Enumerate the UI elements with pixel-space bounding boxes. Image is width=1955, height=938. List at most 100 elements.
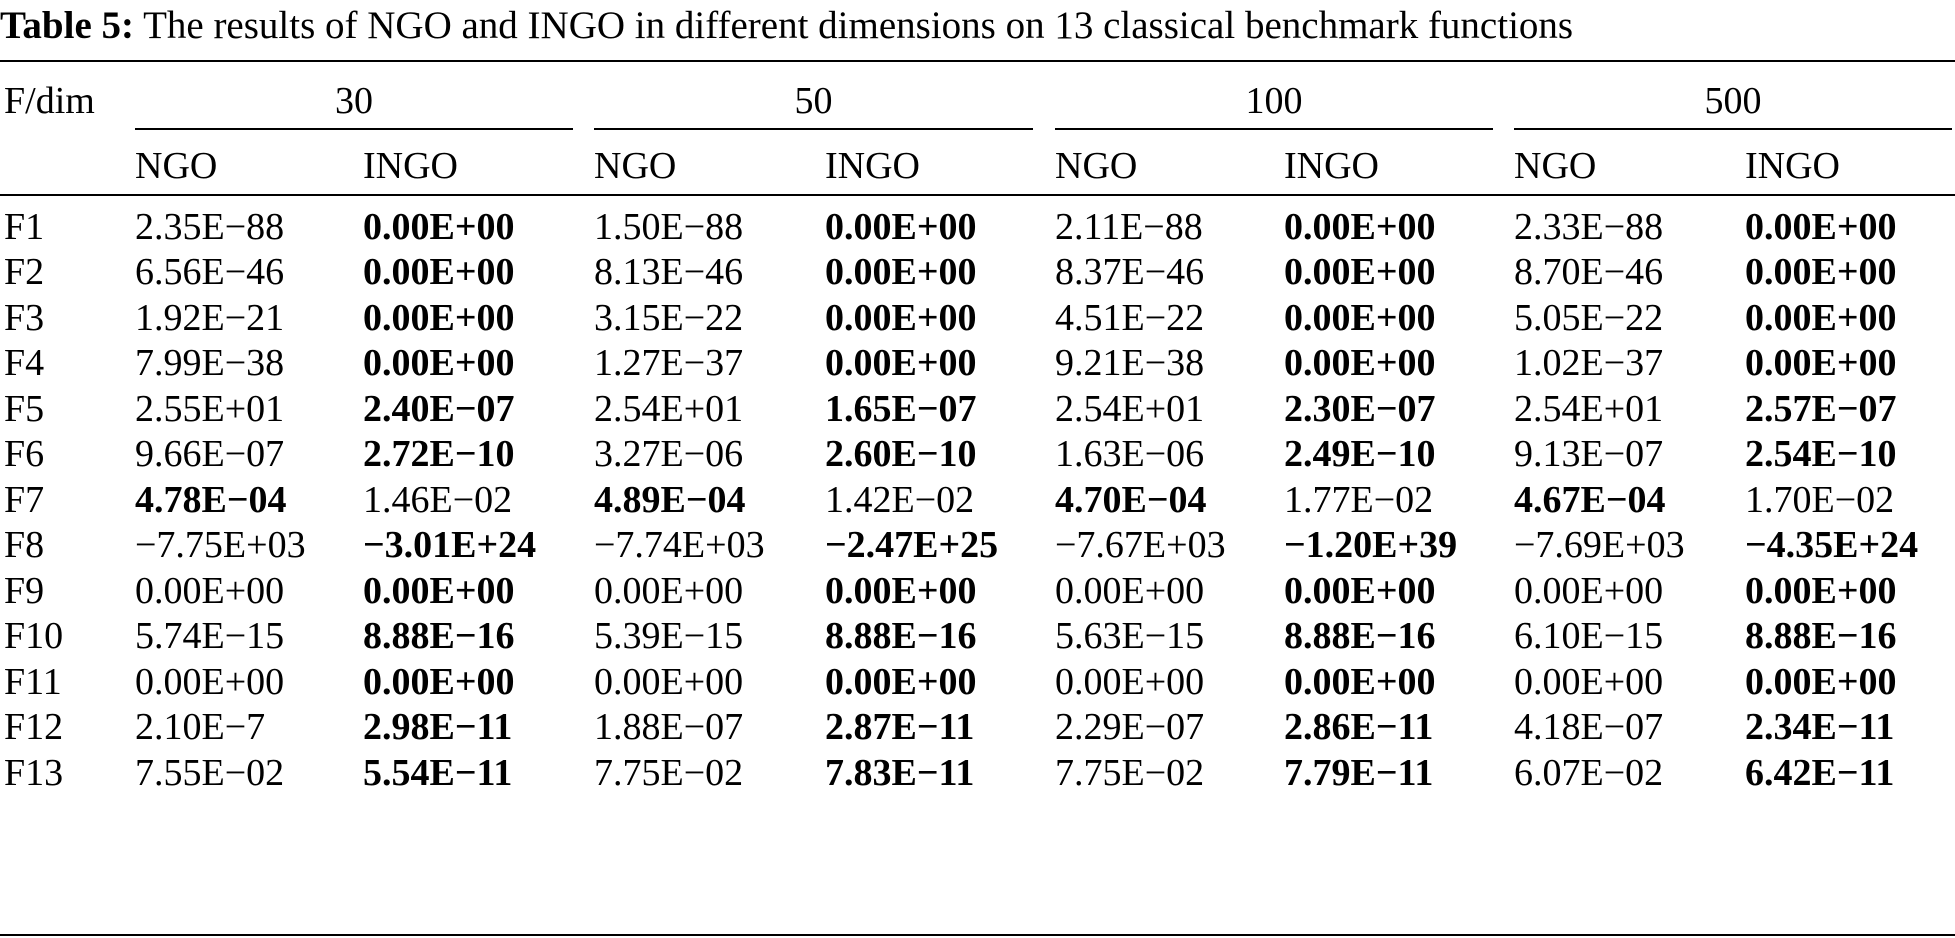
- table-cell: 2.72E−10: [363, 433, 515, 476]
- table-cell: 0.00E+00: [1745, 569, 1897, 612]
- dim-group-rule: [135, 128, 573, 130]
- table-cell: 8.70E−46: [1514, 251, 1664, 294]
- table-cell: −7.74E+03: [594, 524, 765, 567]
- table-cell: 9.21E−38: [1055, 342, 1205, 385]
- table-cell: 8.37E−46: [1055, 251, 1205, 294]
- table-cell: 1.88E−07: [594, 706, 744, 749]
- table-cell: 1.77E−02: [1284, 478, 1434, 521]
- dim-group-rule: [594, 128, 1033, 130]
- row-label: F5: [4, 387, 45, 430]
- table-cell: 0.00E+00: [1745, 205, 1897, 248]
- table-cell: −4.35E+24: [1745, 524, 1919, 567]
- table-cell: 2.54E+01: [1514, 387, 1664, 430]
- table-cell: 0.00E+00: [363, 660, 515, 703]
- table-cell: 8.13E−46: [594, 251, 744, 294]
- table-cell: −7.75E+03: [135, 524, 306, 567]
- table-cell: 1.27E−37: [594, 342, 744, 385]
- table-cell: 0.00E+00: [363, 342, 515, 385]
- row-label: F12: [4, 706, 64, 749]
- table-cell: 4.78E−04: [135, 478, 287, 521]
- dim-header-100: 100: [1245, 80, 1303, 122]
- table-cell: 2.60E−10: [825, 433, 977, 476]
- table-cell: 4.70E−04: [1055, 478, 1207, 521]
- table-cell: 2.11E−88: [1055, 205, 1203, 248]
- table-bottom-rule: [0, 934, 1955, 936]
- table-cell: 0.00E+00: [825, 342, 977, 385]
- table-cell: 3.27E−06: [594, 433, 744, 476]
- table-cell: 0.00E+00: [825, 569, 977, 612]
- table-cell: 2.35E−88: [135, 205, 285, 248]
- table-cell: 3.15E−22: [594, 296, 744, 339]
- table-cell: 6.42E−11: [1745, 751, 1895, 794]
- table-cell: 2.54E−10: [1745, 433, 1897, 476]
- table-cell: −2.47E+25: [825, 524, 999, 567]
- table-cell: 0.00E+00: [1055, 569, 1205, 612]
- table-cell: 6.10E−15: [1514, 615, 1664, 658]
- table-cell: 2.40E−07: [363, 387, 515, 430]
- table-cell: 1.63E−06: [1055, 433, 1205, 476]
- table-cell: 8.88E−16: [825, 615, 977, 658]
- sub-header-ingo: INGO: [1284, 145, 1379, 187]
- dim-header-500: 500: [1704, 80, 1762, 122]
- table-cell: 0.00E+00: [1284, 205, 1436, 248]
- table-cell: 0.00E+00: [594, 569, 744, 612]
- table-cell: 0.00E+00: [1745, 251, 1897, 294]
- dim-group-rule: [1055, 128, 1493, 130]
- table-cell: 2.98E−11: [363, 706, 513, 749]
- table-cell: 0.00E+00: [1284, 251, 1436, 294]
- row-label: F6: [4, 433, 45, 476]
- table-cell: 0.00E+00: [135, 660, 285, 703]
- table-cell: 0.00E+00: [1745, 342, 1897, 385]
- row-label: F9: [4, 569, 45, 612]
- row-label: F3: [4, 296, 45, 339]
- table-cell: 1.65E−07: [825, 387, 977, 430]
- table-cell: 7.99E−38: [135, 342, 285, 385]
- table-cell: 0.00E+00: [1514, 660, 1664, 703]
- table-cell: 2.49E−10: [1284, 433, 1436, 476]
- table-cell: 7.83E−11: [825, 751, 975, 794]
- row-label: F8: [4, 524, 45, 567]
- table-cell: 6.07E−02: [1514, 751, 1664, 794]
- table-cell: −1.20E+39: [1284, 524, 1458, 567]
- table-cell: 7.75E−02: [594, 751, 744, 794]
- caption-text: The results of NGO and INGO in different…: [143, 4, 1574, 47]
- table-caption: Table 5: The results of NGO and INGO in …: [0, 2, 1955, 54]
- table-cell: 0.00E+00: [1284, 660, 1436, 703]
- table-cell: −3.01E+24: [363, 524, 537, 567]
- sub-header-ngo: NGO: [1514, 145, 1597, 187]
- table-cell: 2.54E+01: [1055, 387, 1205, 430]
- table-cell: 2.34E−11: [1745, 706, 1895, 749]
- table-cell: 0.00E+00: [1514, 569, 1664, 612]
- table-cell: 0.00E+00: [1284, 342, 1436, 385]
- sub-header-ingo: INGO: [825, 145, 920, 187]
- table-cell: 0.00E+00: [363, 296, 515, 339]
- table-cell: 0.00E+00: [363, 205, 515, 248]
- dim-header-30: 30: [335, 80, 373, 122]
- table-cell: 1.46E−02: [363, 478, 513, 521]
- table-cell: 9.13E−07: [1514, 433, 1664, 476]
- stub-header: F/dim: [4, 80, 95, 122]
- table-cell: 4.89E−04: [594, 478, 746, 521]
- table-cell: 2.86E−11: [1284, 706, 1434, 749]
- table-cell: 1.02E−37: [1514, 342, 1664, 385]
- table-cell: 2.57E−07: [1745, 387, 1897, 430]
- table-cell: 8.88E−16: [1745, 615, 1897, 658]
- row-label: F11: [4, 660, 62, 703]
- table-cell: 8.88E−16: [363, 615, 515, 658]
- table-cell: 7.79E−11: [1284, 751, 1434, 794]
- row-label: F13: [4, 751, 64, 794]
- table-cell: −7.67E+03: [1055, 524, 1226, 567]
- table-cell: 1.70E−02: [1745, 478, 1895, 521]
- table-cell: 0.00E+00: [1745, 660, 1897, 703]
- table-cell: 2.87E−11: [825, 706, 975, 749]
- table-cell: 1.42E−02: [825, 478, 975, 521]
- dim-group-rule: [1514, 128, 1952, 130]
- table-cell: 5.39E−15: [594, 615, 744, 658]
- sub-header-ngo: NGO: [135, 145, 218, 187]
- table-cell: 5.63E−15: [1055, 615, 1205, 658]
- table-cell: 0.00E+00: [594, 660, 744, 703]
- table-cell: 0.00E+00: [363, 569, 515, 612]
- table-cell: 7.75E−02: [1055, 751, 1205, 794]
- sub-header-ngo: NGO: [1055, 145, 1138, 187]
- table-cell: 2.33E−88: [1514, 205, 1664, 248]
